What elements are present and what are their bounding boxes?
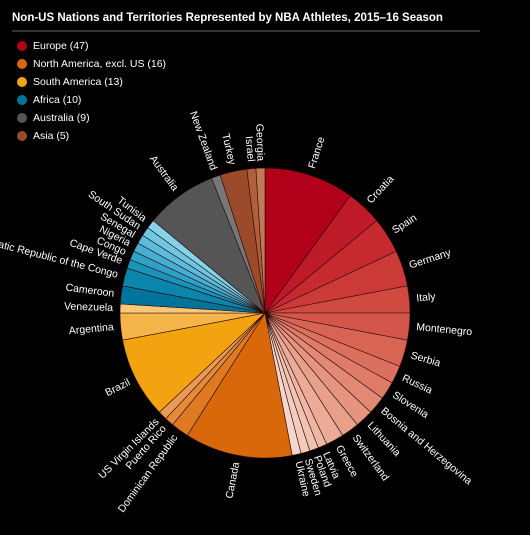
slice-label: Italy [416,291,437,305]
legend-swatch [17,59,27,69]
slice-label: Spain [390,212,419,237]
slice-label: Argentina [68,321,114,337]
slice-label: Serbia [409,349,442,369]
slice-label: Israel [243,136,257,163]
pie-slice [122,312,266,413]
slice-label: Canada [224,461,243,500]
chart-title: Non-US Nations and Territories Represent… [12,12,443,24]
slice-label: Georgia [253,124,266,162]
pie-slice [186,312,293,459]
legend-swatch [17,95,27,105]
slice-label: New Zealand [187,110,219,172]
slice-label: Russia [400,372,434,397]
pie-slice [255,167,266,314]
slice-label: Germany [408,247,453,272]
slice-label: Australia [147,153,181,193]
slice-label: France [306,135,328,170]
legend-swatch [17,77,27,87]
slice-label: Venezuela [64,300,114,314]
legend-label: Australia (9) [33,112,90,124]
slice-label: Montenegro [416,321,473,338]
slice-label: Cameroon [65,282,115,300]
legend-label: North America, excl. US (16) [33,58,166,70]
legend-label: Europe (47) [33,40,88,52]
slice-label: Croatia [365,173,397,206]
legend-label: Africa (10) [33,94,81,106]
legend-label: Asia (5) [33,130,69,142]
legend-swatch [17,113,27,123]
legend-swatch [17,41,27,51]
slice-label: Turkey [219,132,238,166]
pie-slice [264,167,351,314]
slice-label: Brazil [103,376,132,399]
legend-swatch [17,131,27,141]
legend-label: South America (13) [33,76,123,88]
